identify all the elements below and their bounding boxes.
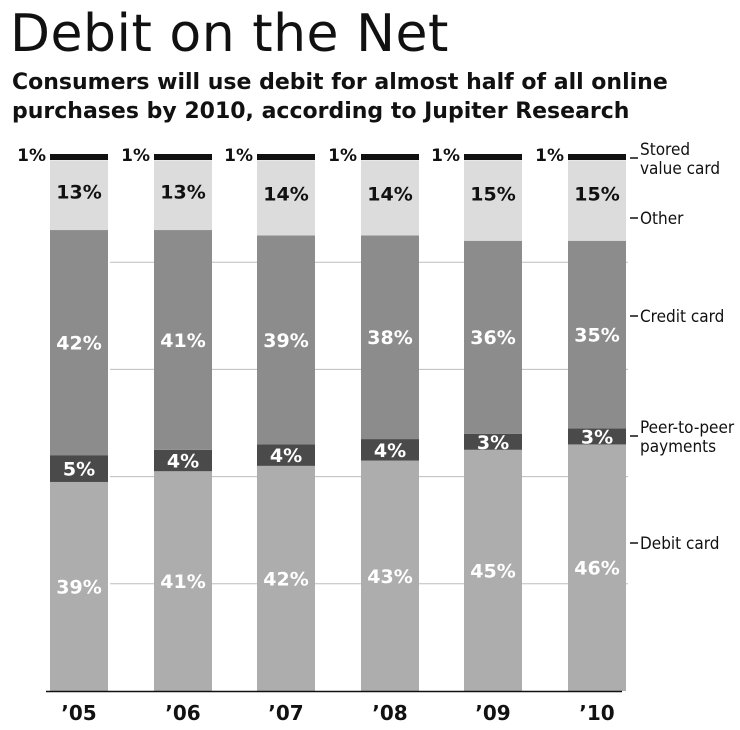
bar-segment: [154, 230, 212, 450]
data-label: 1%: [328, 146, 357, 166]
bar-segment: [568, 160, 626, 241]
bar-segment: [361, 160, 419, 236]
bar-segment: [464, 433, 522, 450]
data-label: 35%: [574, 325, 619, 347]
data-label: 15%: [574, 183, 619, 205]
legend-label: Debit card: [640, 534, 719, 554]
legend-label: value card: [640, 159, 720, 179]
data-label: 4%: [374, 440, 406, 462]
chart-subtitle: Consumers will use debit for almost half…: [12, 70, 668, 124]
bar-segment: [50, 160, 108, 231]
legend-label: Peer-to-peer: [640, 418, 735, 438]
bar-segment: [154, 449, 212, 472]
data-label: 13%: [56, 182, 101, 204]
bar-segment: [464, 240, 522, 434]
x-tick-label: ’05: [61, 701, 96, 725]
bar-segment: [568, 428, 626, 445]
bar-segment: [257, 154, 315, 160]
bar-segment: [257, 444, 315, 466]
x-tick-label: ’06: [165, 701, 200, 725]
data-label: 42%: [56, 333, 101, 355]
data-label: 3%: [477, 432, 509, 454]
bar-segment: [154, 154, 212, 160]
bar-segment: [361, 235, 419, 440]
data-label: 41%: [160, 330, 205, 352]
data-label: 14%: [367, 183, 412, 205]
data-label: 46%: [574, 558, 619, 580]
data-label: 41%: [160, 571, 205, 593]
data-label: 1%: [431, 146, 460, 166]
data-label: 15%: [470, 183, 515, 205]
bar-segment: [568, 444, 626, 691]
bar-segment: [257, 465, 315, 691]
bar-segment: [464, 154, 522, 160]
data-label: 39%: [263, 330, 308, 352]
bar-segment: [257, 160, 315, 236]
data-label: 4%: [270, 445, 302, 467]
bar-segment: [361, 439, 419, 461]
x-tick-label: ’07: [268, 701, 303, 725]
bar-segment: [361, 460, 419, 691]
data-label: 1%: [224, 146, 253, 166]
bar-segment: [154, 471, 212, 691]
data-label: 5%: [63, 459, 95, 481]
x-tick-label: ’09: [475, 701, 510, 725]
data-label: 3%: [581, 426, 613, 448]
bar-segment: [568, 154, 626, 160]
data-label: 45%: [470, 560, 515, 582]
bar-segment: [50, 481, 108, 691]
data-label: 14%: [263, 183, 308, 205]
chart-title: Debit on the Net: [10, 4, 449, 64]
data-label: 4%: [167, 451, 199, 473]
legend-label: Stored: [640, 140, 690, 160]
bar-segment: [50, 455, 108, 482]
data-label: 1%: [535, 146, 564, 166]
legend-label: payments: [640, 437, 716, 457]
bar-segment: [361, 154, 419, 160]
x-tick-label: ’08: [372, 701, 407, 725]
data-label: 13%: [160, 182, 205, 204]
bar-segment: [568, 240, 626, 429]
data-label: 43%: [367, 566, 412, 588]
bar-segment: [257, 235, 315, 445]
legend-label: Credit card: [640, 307, 724, 327]
data-label: 1%: [121, 146, 150, 166]
legend-label: Other: [640, 209, 684, 229]
data-label: 1%: [17, 146, 46, 166]
data-label: 38%: [367, 327, 412, 349]
bar-segment: [50, 154, 108, 160]
bar-segment: [50, 230, 108, 456]
data-label: 36%: [470, 327, 515, 349]
data-label: 39%: [56, 576, 101, 598]
bar-segment: [154, 160, 212, 231]
data-label: 42%: [263, 568, 308, 590]
bar-segment: [464, 449, 522, 691]
bar-segment: [464, 160, 522, 241]
x-tick-label: ’10: [579, 701, 614, 725]
